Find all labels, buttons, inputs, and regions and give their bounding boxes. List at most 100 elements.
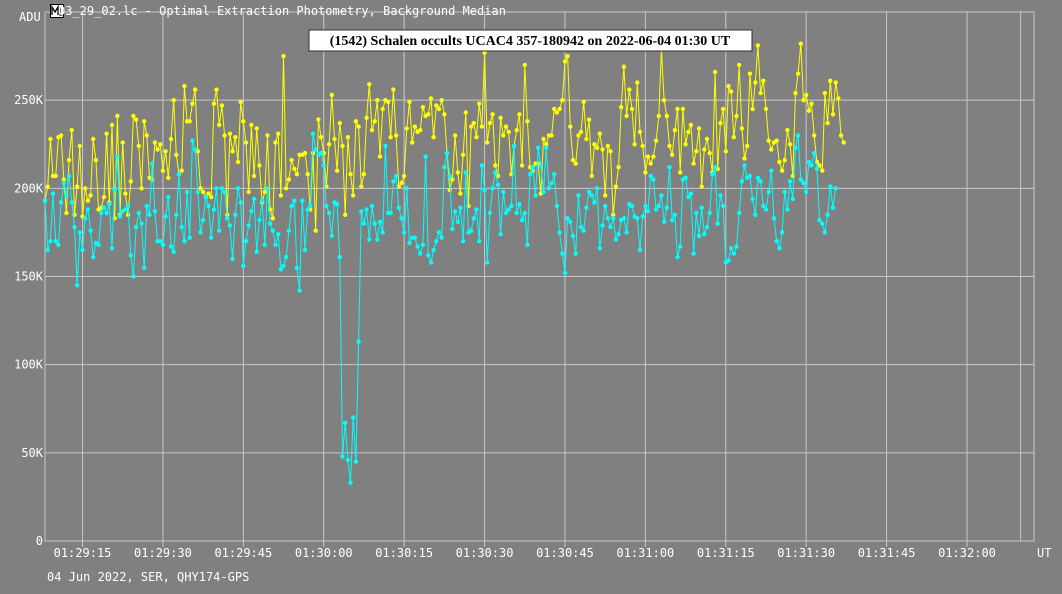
comparison-star-series-point xyxy=(139,186,144,191)
comparison-star-series-point xyxy=(718,120,723,126)
target-star-series-point xyxy=(396,205,401,210)
comparison-star-series-point xyxy=(728,89,734,94)
comparison-star-series-point xyxy=(182,83,187,89)
comparison-star-series-point xyxy=(635,80,640,85)
target-star-series-point xyxy=(629,203,635,209)
target-star-series-point xyxy=(222,189,227,195)
target-star-series-point xyxy=(345,457,351,463)
target-star-series-point xyxy=(372,221,377,226)
comparison-star-series-point xyxy=(115,113,120,119)
target-star-series-point xyxy=(42,198,48,203)
y-tick-label: 250K xyxy=(14,93,44,107)
comparison-star-series-point xyxy=(755,43,761,48)
comparison-star-series-point xyxy=(822,90,828,96)
target-star-series-point xyxy=(664,205,669,210)
comparison-star-series-point xyxy=(238,99,243,105)
target-star-series-point xyxy=(426,253,431,258)
comparison-star-series-point xyxy=(316,117,321,122)
comparison-star-series-point xyxy=(209,194,214,200)
comparison-star-series-point xyxy=(463,110,468,115)
comparison-star-series-point xyxy=(152,140,158,145)
target-star-series-point xyxy=(603,203,608,209)
comparison-star-series-point xyxy=(294,172,300,177)
comparison-star-series-point xyxy=(458,191,463,196)
target-star-series-point xyxy=(393,173,399,179)
comparison-star-series-point xyxy=(651,154,656,159)
target-star-series-point xyxy=(88,228,93,233)
target-star-series-point xyxy=(806,159,812,165)
comparison-star-series-point xyxy=(557,106,562,112)
x-tick-label: 01:29:15 xyxy=(54,546,112,560)
target-star-series-point xyxy=(217,228,222,233)
target-star-series-point xyxy=(415,244,420,249)
comparison-star-series-point xyxy=(171,98,176,103)
comparison-star-series-point xyxy=(401,173,407,179)
comparison-star-series-point xyxy=(64,210,69,216)
target-star-series-point xyxy=(737,210,742,216)
target-star-series-point xyxy=(570,233,576,239)
comparison-star-series-point xyxy=(235,159,241,165)
target-star-series-point xyxy=(267,221,273,226)
window-title: 03_29_02.lc - Optimal Extraction Photome… xyxy=(58,4,506,18)
target-star-series-point xyxy=(294,265,300,270)
target-star-series-point xyxy=(795,133,801,138)
comparison-star-series-point xyxy=(726,83,731,89)
target-star-series-point xyxy=(734,244,739,249)
target-star-series-point xyxy=(501,189,506,195)
comparison-star-series-point xyxy=(131,113,136,119)
comparison-star-series-point xyxy=(420,105,426,110)
target-star-series-point xyxy=(600,223,605,228)
target-star-series-point xyxy=(656,203,661,209)
comparison-star-series-point xyxy=(568,124,573,129)
comparison-star-series-point xyxy=(611,212,616,217)
target-star-series-point xyxy=(163,214,168,219)
target-star-series-point xyxy=(477,239,482,244)
y-tick-label: 200K xyxy=(14,181,44,195)
target-star-series-point xyxy=(281,263,286,269)
y-tick-label: 100K xyxy=(14,358,44,372)
comparison-star-series-point xyxy=(495,173,501,179)
target-star-series-point xyxy=(787,179,793,184)
target-star-series-point xyxy=(262,242,267,247)
comparison-star-series-point xyxy=(552,106,557,112)
x-tick-label: 01:31:15 xyxy=(697,546,755,560)
comparison-star-series-point xyxy=(616,165,621,170)
target-star-series-point xyxy=(761,203,766,209)
target-star-series-point xyxy=(53,239,58,244)
comparison-star-series-point xyxy=(418,127,423,133)
target-star-series-point xyxy=(552,172,557,177)
target-star-series-point xyxy=(474,207,479,212)
comparison-star-series-point xyxy=(594,145,600,150)
target-star-series-point xyxy=(77,230,83,235)
target-star-series-point xyxy=(150,161,155,166)
target-star-series-point xyxy=(624,230,629,235)
target-star-series-point xyxy=(586,189,592,195)
target-star-series-point xyxy=(238,200,243,205)
target-star-series-point xyxy=(833,186,838,191)
x-tick-label: 01:30:15 xyxy=(375,546,433,560)
target-star-series-point xyxy=(495,182,501,187)
target-star-series-point xyxy=(243,239,249,244)
target-star-series-point xyxy=(241,263,246,269)
comparison-star-series-point xyxy=(653,138,659,143)
target-star-series-point xyxy=(616,232,621,237)
target-star-series-point xyxy=(479,163,485,168)
target-star-series-point xyxy=(560,251,565,256)
target-star-series-point xyxy=(176,172,182,177)
comparison-star-series-point xyxy=(514,127,519,133)
target-star-series-point xyxy=(198,230,203,235)
comparison-star-series-point xyxy=(584,136,589,142)
comparison-star-series-point xyxy=(731,135,736,140)
comparison-star-series-point xyxy=(369,127,375,133)
target-star-series-point xyxy=(549,180,554,186)
x-axis-tick-labels: 01:29:15 01:29:30 01:29:45 01:30:00 01:30:15… xyxy=(54,546,996,560)
target-star-series-point xyxy=(428,260,434,265)
target-star-series-point xyxy=(75,283,80,288)
target-star-series-point xyxy=(96,242,101,247)
comparison-star-series-point xyxy=(265,133,270,138)
target-star-series-point xyxy=(640,214,645,219)
comparison-star-series-point xyxy=(696,126,702,131)
comparison-star-series-point xyxy=(503,124,509,129)
target-star-series-point xyxy=(211,207,217,212)
